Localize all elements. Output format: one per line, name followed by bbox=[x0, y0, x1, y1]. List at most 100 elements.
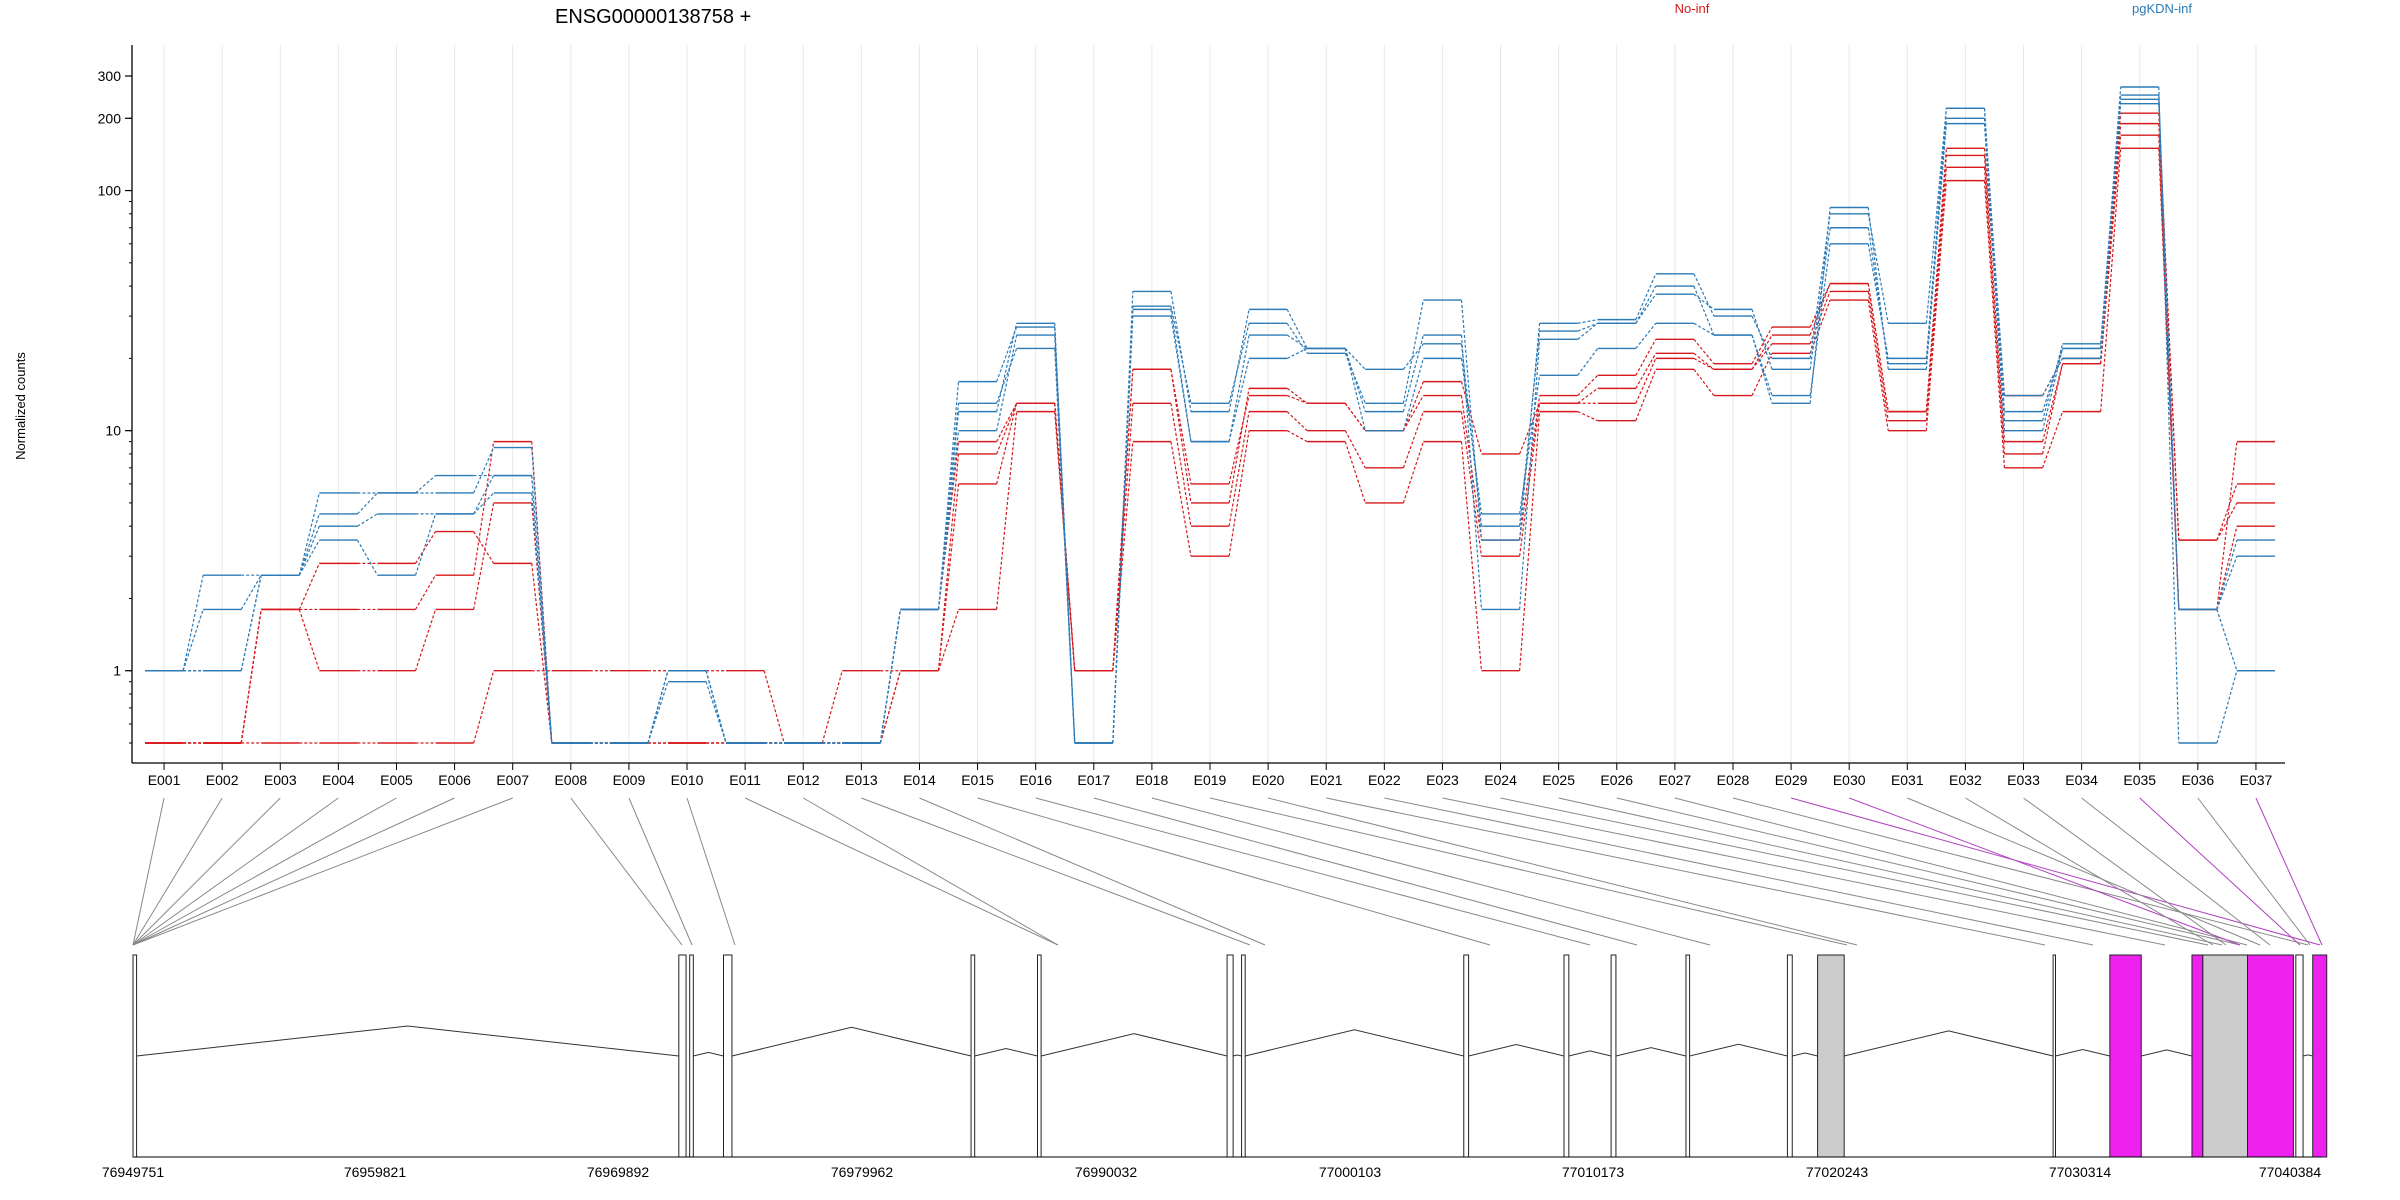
series-connector bbox=[1170, 309, 1192, 442]
exon-connector bbox=[1500, 797, 2209, 946]
series-connector bbox=[1344, 402, 1366, 431]
intron-line bbox=[731, 1026, 972, 1057]
series-connector bbox=[1344, 430, 1366, 469]
series-connector bbox=[937, 411, 960, 610]
series-connector bbox=[2158, 86, 2180, 744]
exon-connector bbox=[1849, 797, 2241, 946]
series-connector bbox=[531, 475, 553, 744]
series-connector bbox=[1286, 411, 1308, 432]
series-connector bbox=[1867, 291, 1889, 421]
x-tick-label: E012 bbox=[787, 772, 820, 788]
exon-box bbox=[1685, 954, 1691, 1158]
x-tick-label: E015 bbox=[961, 772, 994, 788]
exon-connector bbox=[1267, 797, 1858, 946]
series-connector bbox=[996, 348, 1018, 404]
series-connector bbox=[1228, 358, 1250, 442]
series-connector bbox=[1809, 291, 1831, 345]
series-connector bbox=[2216, 609, 2238, 671]
series-connector bbox=[1054, 411, 1076, 671]
series-connector bbox=[1809, 283, 1831, 336]
intron-line bbox=[1689, 1043, 1788, 1057]
coordinate-label: 77020243 bbox=[1806, 1164, 1869, 1180]
series-connector bbox=[1925, 123, 1947, 370]
exon-connector bbox=[919, 797, 1266, 946]
series-connector bbox=[2216, 502, 2238, 541]
series-connector bbox=[1228, 309, 1250, 412]
exon-box bbox=[2312, 954, 2328, 1158]
x-tick-label: E013 bbox=[845, 772, 878, 788]
exon-connector bbox=[2197, 797, 2311, 946]
series-connector bbox=[1693, 368, 1715, 396]
series-connector bbox=[1925, 108, 1947, 364]
series-connector bbox=[1228, 395, 1250, 485]
series-connector bbox=[2041, 348, 2064, 412]
series-connector bbox=[996, 334, 1018, 431]
exon-connector bbox=[628, 797, 693, 946]
genomic-coordinates: 76949751 76959821 76969892 76979962 76990032… bbox=[102, 1164, 2322, 1180]
series-connector bbox=[1809, 227, 1831, 370]
exon-box bbox=[1786, 954, 1793, 1158]
series-connector bbox=[531, 492, 553, 744]
series-connector bbox=[1635, 352, 1657, 389]
series-connector bbox=[1228, 430, 1250, 557]
series-connector bbox=[1054, 323, 1076, 744]
exon-connector bbox=[570, 797, 683, 946]
x-tick-label: E035 bbox=[2123, 772, 2156, 788]
exon-connector bbox=[132, 797, 455, 946]
series-connector bbox=[1867, 299, 1889, 431]
series-connector bbox=[1577, 322, 1599, 340]
series-connector bbox=[996, 403, 1018, 485]
x-tick-label: E029 bbox=[1775, 772, 1808, 788]
series-connector bbox=[1518, 330, 1541, 527]
y-tick-label: 100 bbox=[98, 183, 122, 199]
series-connector bbox=[647, 681, 669, 744]
series-connector bbox=[1635, 322, 1657, 349]
exon-connector bbox=[1616, 797, 2241, 946]
x-tick-label: E008 bbox=[554, 772, 587, 788]
series-connector bbox=[1460, 381, 1483, 455]
intron-line bbox=[1232, 1054, 1242, 1057]
exon-connector bbox=[1326, 797, 2046, 946]
x-tick-label: E002 bbox=[206, 772, 239, 788]
series-connector bbox=[1402, 334, 1424, 412]
series-connector bbox=[415, 531, 437, 564]
exon-box bbox=[2247, 954, 2294, 1158]
intron-line bbox=[136, 1025, 679, 1057]
series-connector bbox=[1170, 441, 1192, 557]
series-connector bbox=[1925, 167, 1947, 421]
series-connector bbox=[937, 609, 960, 671]
series-connector bbox=[1170, 306, 1192, 404]
y-tick-label: 200 bbox=[98, 110, 122, 126]
series-connector bbox=[1577, 322, 1598, 332]
series-connector bbox=[1344, 441, 1366, 504]
series-connector bbox=[1228, 323, 1250, 404]
exon-box bbox=[2295, 954, 2304, 1158]
intron-line bbox=[1568, 1050, 1612, 1057]
series-connector bbox=[1460, 358, 1483, 514]
series-connector bbox=[1693, 352, 1715, 370]
exon-box bbox=[1226, 954, 1234, 1158]
series-connector bbox=[1809, 213, 1831, 359]
series-connector bbox=[1402, 441, 1424, 504]
exon-connector bbox=[686, 797, 736, 946]
series-connector bbox=[879, 609, 901, 744]
series-connector bbox=[705, 670, 727, 744]
exon-box bbox=[1563, 954, 1570, 1158]
series-connector bbox=[1693, 338, 1715, 365]
series-connector bbox=[705, 681, 727, 744]
exon-connector bbox=[132, 797, 397, 946]
exon-connector bbox=[2255, 797, 2323, 946]
series-connector bbox=[879, 670, 901, 744]
exon-box bbox=[1463, 954, 1470, 1158]
series-connector bbox=[1925, 180, 1947, 431]
series-connector bbox=[1286, 347, 1308, 359]
x-tick-label: E020 bbox=[1252, 772, 1285, 788]
x-tick-label: E037 bbox=[2240, 772, 2273, 788]
series-connector bbox=[1635, 293, 1657, 324]
coordinate-label: 77040384 bbox=[2259, 1164, 2322, 1180]
series-connector bbox=[240, 574, 262, 610]
x-tick-label: E003 bbox=[264, 772, 297, 788]
series-connector bbox=[356, 492, 378, 515]
series-connector bbox=[2158, 148, 2180, 610]
